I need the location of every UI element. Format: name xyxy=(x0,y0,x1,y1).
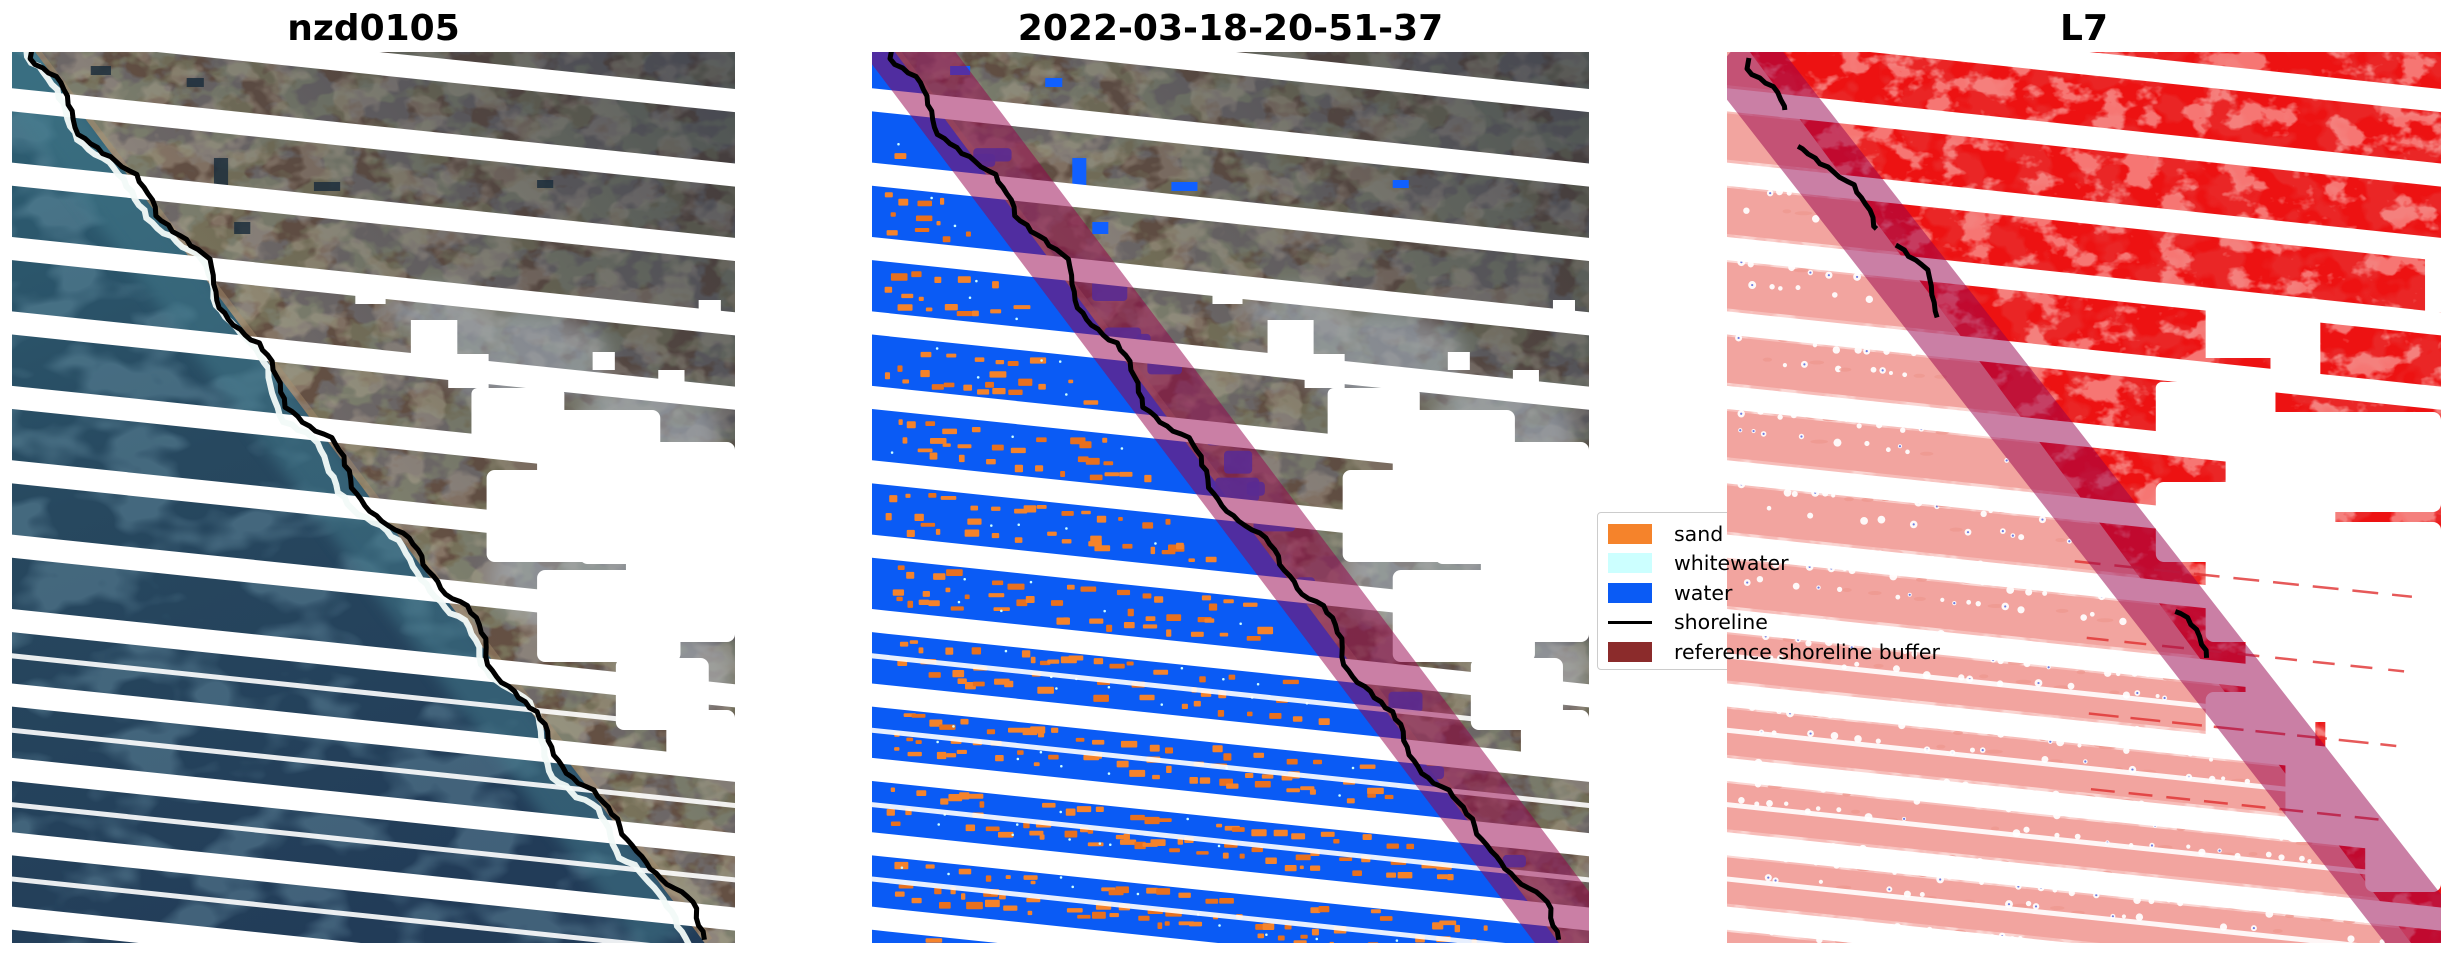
panel-classified-image xyxy=(872,52,1589,943)
legend-row-whitewater: whitewater xyxy=(1608,549,1952,579)
panel-title-sitename: nzd0105 xyxy=(287,8,460,49)
legend-row-water: water xyxy=(1608,578,1952,608)
falsecolor-scene xyxy=(1727,52,2441,943)
sand-swatch xyxy=(1608,523,1652,544)
surf-line xyxy=(23,52,692,943)
classified-scene xyxy=(872,52,1589,943)
rgb-scene xyxy=(12,52,735,943)
reference-shoreline-buffer xyxy=(872,52,1589,943)
legend-label: sand xyxy=(1674,521,1724,546)
legend-row-reference-buffer: reference shoreline buffer xyxy=(1608,637,1952,667)
legend-label: reference shoreline buffer xyxy=(1674,639,1940,664)
reference-buffer-swatch xyxy=(1608,641,1652,662)
shoreline-line-partial xyxy=(1744,57,2428,943)
shoreline-line xyxy=(27,52,707,941)
legend-label: water xyxy=(1674,580,1733,605)
shoreline-swatch xyxy=(1608,620,1652,624)
panel-title-date: 2022-03-18-20-51-37 xyxy=(1017,8,1444,49)
panel-falsecolor-image xyxy=(1727,52,2441,943)
legend-row-shoreline: shoreline xyxy=(1608,608,1952,638)
legend-row-sand: sand xyxy=(1608,519,1952,549)
whitewater-swatch xyxy=(1608,553,1652,574)
shoreline-line xyxy=(887,52,1562,941)
legend-label: whitewater xyxy=(1674,551,1789,576)
legend-label: shoreline xyxy=(1674,610,1768,635)
panel-title-satname: L7 xyxy=(2060,8,2108,49)
panel-rgb-image xyxy=(12,52,735,943)
water-swatch xyxy=(1608,582,1652,603)
